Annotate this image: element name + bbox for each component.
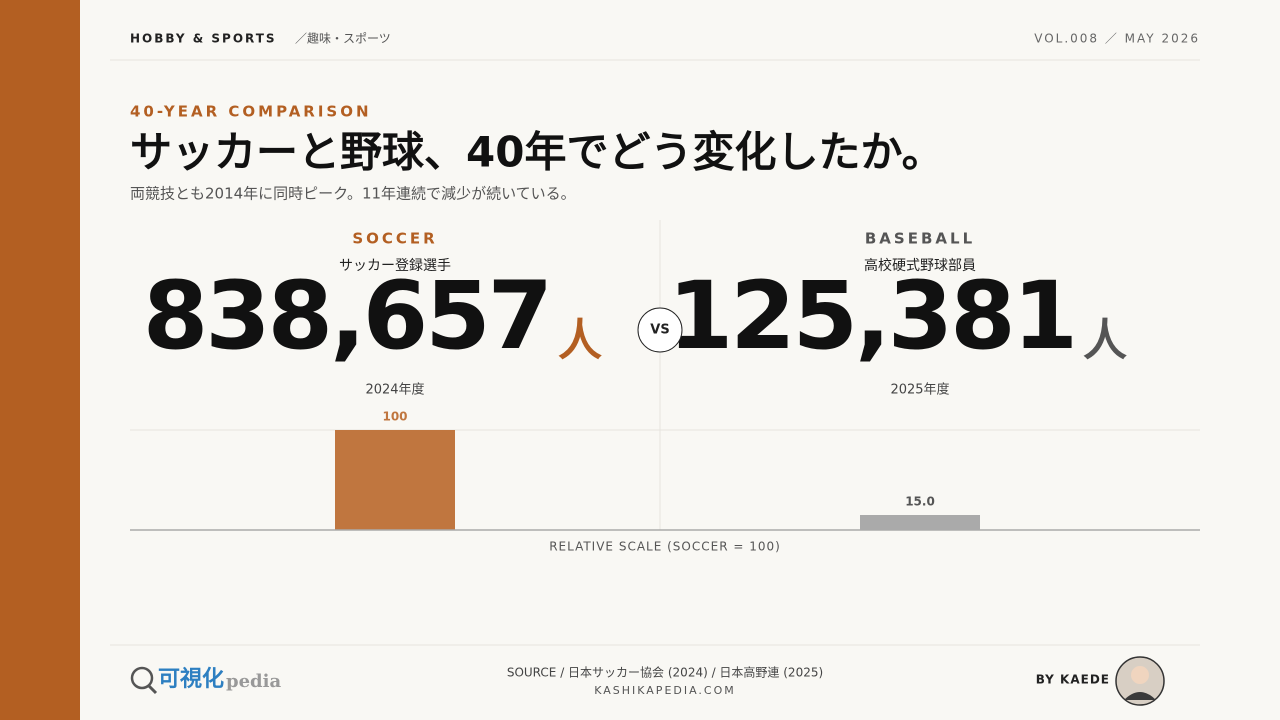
value-label: 15.0 <box>905 495 935 509</box>
logo-main: 可視化 <box>158 666 224 692</box>
side-bar <box>0 0 80 720</box>
axis-label: RELATIVE SCALE (SOCCER = 100) <box>549 540 781 554</box>
vs: VS <box>650 323 669 338</box>
year: 2025年度 <box>890 382 949 398</box>
header-category-ja: ／趣味・スポーツ <box>295 31 391 46</box>
header-issue: VOL.008 ／ MAY 2026 <box>1034 32 1200 46</box>
source: SOURCE / 日本サッカー協会 (2024) / 日本高野連 (2025) <box>507 665 823 680</box>
big-number: 838,657 <box>143 262 550 371</box>
byline: BY KAEDE <box>1036 673 1110 687</box>
avatar-body <box>1124 692 1156 700</box>
year: 2024年度 <box>365 382 424 398</box>
unit: 人 <box>558 315 602 366</box>
column-name: 高校硬式野球部員 <box>864 257 976 274</box>
header-category: HOBBY & SPORTS <box>130 32 277 46</box>
vs-circle <box>637 307 683 353</box>
logo-icon <box>147 684 158 695</box>
big-number: 125,381 <box>668 262 1075 371</box>
column-name: サッカー登録選手 <box>339 258 451 274</box>
eyebrow: 40-YEAR COMPARISON <box>130 103 372 121</box>
logo-sub: pedia <box>226 671 281 692</box>
site: KASHIKAPEDIA.COM <box>594 684 736 697</box>
logo-icon <box>130 666 154 690</box>
column-label: SOCCER <box>352 230 437 248</box>
bar <box>860 515 980 530</box>
subtitle: 両競技とも2014年に同時ピーク。11年連続で減少が続いている。 <box>130 185 576 203</box>
bar <box>335 430 455 530</box>
avatar-face <box>1131 666 1149 684</box>
unit: 人 <box>1083 315 1127 366</box>
column-label: BASEBALL <box>865 230 975 248</box>
title: サッカーと野球、40年でどう変化したか。 <box>130 128 944 177</box>
value-label: 100 <box>382 410 407 424</box>
